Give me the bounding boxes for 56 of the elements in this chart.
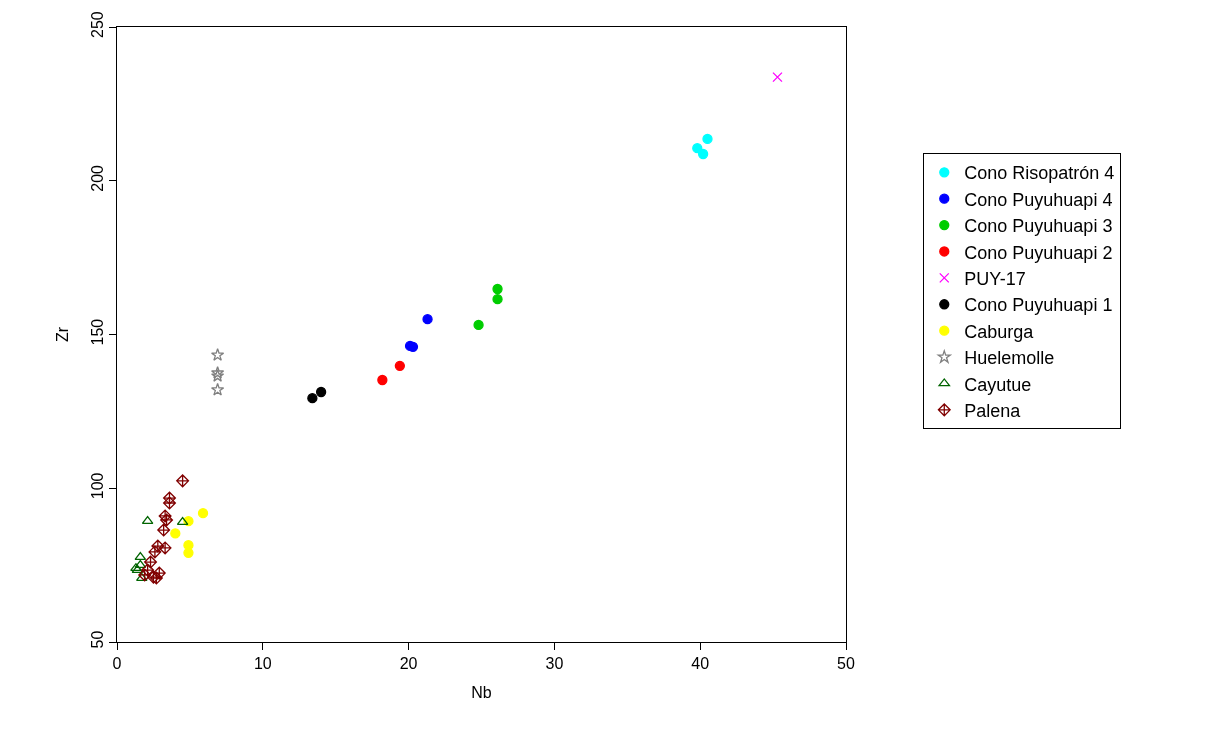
y-tick-label: 150 <box>88 318 106 346</box>
point <box>422 313 433 325</box>
point <box>176 474 190 488</box>
legend-label: Cono Puyuhuapi 3 <box>964 216 1113 237</box>
point <box>170 528 181 539</box>
y-tick-label: 200 <box>88 164 106 192</box>
point <box>210 348 225 361</box>
legend-label: Caburga <box>964 321 1035 342</box>
point <box>473 319 484 331</box>
point <box>492 293 503 305</box>
point <box>158 509 172 523</box>
point <box>210 369 225 382</box>
point <box>492 283 503 295</box>
legend-label: PUY-17 <box>964 268 1026 289</box>
point <box>772 71 783 83</box>
y-tick-label: 50 <box>88 630 106 649</box>
point <box>162 496 176 510</box>
point <box>160 513 174 527</box>
point <box>210 382 225 396</box>
point <box>697 148 709 160</box>
y-tick-label: 250 <box>88 11 106 38</box>
x-tick-label: 10 <box>253 655 272 673</box>
point <box>394 360 405 372</box>
point <box>692 143 703 154</box>
legend-label: Cono Puyuhuapi 1 <box>964 295 1113 316</box>
point <box>307 393 318 404</box>
y-tick-label: 100 <box>88 472 106 500</box>
x-tick-label: 0 <box>112 655 122 673</box>
point <box>162 491 176 505</box>
x-tick-label: 20 <box>399 655 418 673</box>
point <box>141 563 155 577</box>
x-tick-label: 30 <box>545 655 564 673</box>
point <box>315 386 327 398</box>
y-axis-title: Zr <box>54 326 72 343</box>
legend-label: Huelemolle <box>964 348 1055 369</box>
point <box>148 545 162 559</box>
point <box>151 539 165 553</box>
x-tick-label: 50 <box>837 655 855 673</box>
legend-label: Cono Risopatrón 4 <box>964 163 1115 184</box>
point <box>152 566 166 580</box>
point <box>138 568 152 582</box>
point <box>157 523 171 537</box>
point <box>210 365 225 379</box>
x-axis-title: Nb <box>471 683 492 701</box>
point <box>144 555 158 569</box>
x-tick-label: 40 <box>691 655 710 673</box>
point <box>377 374 388 386</box>
point <box>197 508 209 519</box>
legend-label: Palena <box>964 400 1022 421</box>
legend-label: Cayutue <box>964 374 1032 395</box>
point <box>134 551 147 561</box>
point <box>134 559 147 569</box>
point <box>158 541 172 555</box>
legend-label: Cono Puyuhuapi 4 <box>964 189 1113 210</box>
legend-label: Cono Puyuhuapi 2 <box>964 242 1113 263</box>
point <box>702 133 713 145</box>
